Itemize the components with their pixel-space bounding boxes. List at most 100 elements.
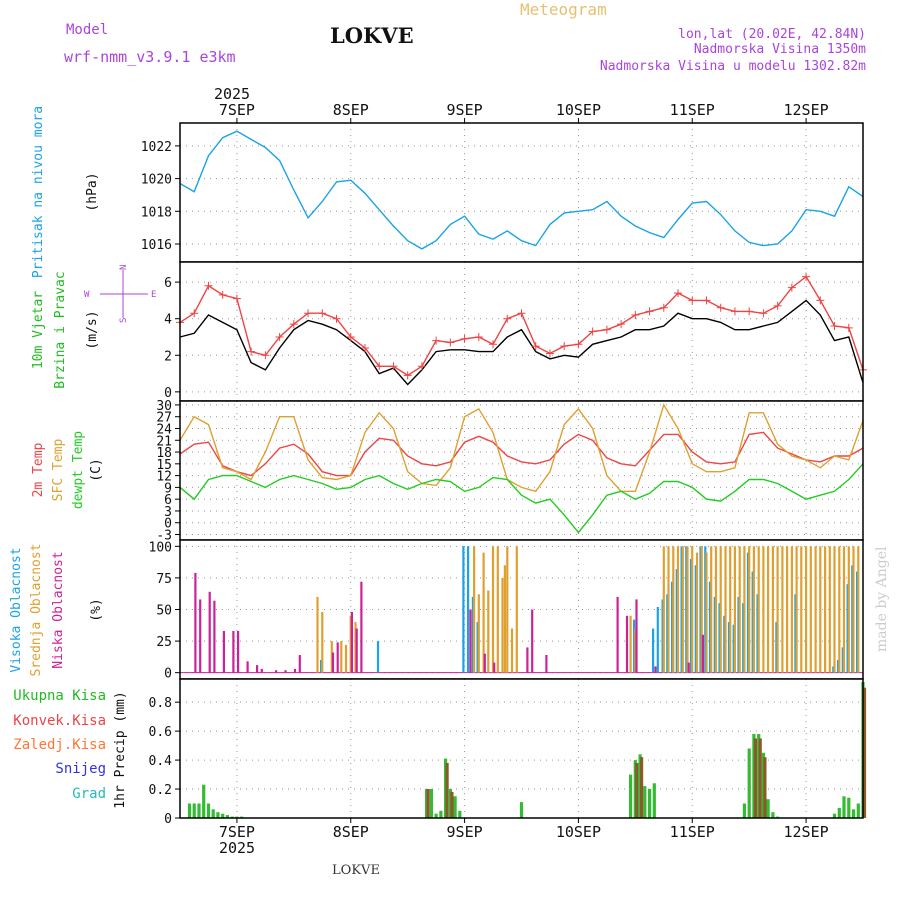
precip-ytick-label: 0.2: [149, 783, 172, 798]
precip-bar-ukupna-kisa: [652, 783, 656, 819]
clouds-bar-visoka-oblacnost: [727, 622, 731, 673]
clouds-bar-srednja-oblacnost: [847, 546, 850, 673]
precip-bar-ukupna-kisa: [439, 810, 443, 818]
wind-ylabel-1: 10m Vjetar: [31, 291, 46, 369]
top-year-label: 2025: [214, 85, 250, 103]
clouds-bar-srednja-oblacnost: [757, 546, 760, 673]
wind-gust-marker: [503, 314, 512, 323]
precip-ytick-label: 0.4: [149, 754, 173, 769]
clouds-bar-visoka-oblacnost: [704, 546, 707, 673]
cloud-ylabel-1: Visoka Oblacnost: [9, 547, 24, 672]
clouds-bar-srednja-oblacnost: [473, 546, 476, 673]
plot-layer: 10161018102010220246-3036912151821242730…: [141, 101, 867, 841]
precip-legend-hail: Grad: [72, 786, 106, 802]
precip-bar-ukupna-kisa: [766, 799, 770, 818]
wind-gust-marker: [232, 294, 241, 303]
temp-ylabel-1: 2m Temp: [31, 442, 46, 497]
wind-gust-marker: [844, 323, 853, 332]
wind-gust-marker: [204, 281, 213, 290]
pressure-ytick-label: 1022: [141, 140, 172, 155]
precip-bar-ukupna-kisa: [856, 803, 860, 818]
clouds-bar-visoka-oblacnost: [656, 607, 659, 673]
clouds-bar-srednja-oblacnost: [686, 546, 689, 673]
model-name: wrf-nmm_v3.9.1 e3km: [64, 48, 236, 66]
altitude-label: Nadmorska Visina 1350m: [694, 42, 866, 57]
clouds-bar-srednja-oblacnost: [510, 628, 514, 673]
temp-unit: (C): [89, 458, 104, 481]
pressure-line-pritisak: [179, 130, 864, 250]
clouds-bar-srednja-oblacnost: [330, 641, 333, 673]
wind-gust-marker: [531, 342, 540, 351]
clouds-bar-visoka-oblacnost: [837, 660, 840, 673]
model-altitude-label: Nadmorska Visina u modelu 1302.82m: [600, 59, 866, 74]
wind-gust-marker: [674, 289, 683, 298]
clouds-bar-visoka-oblacnost: [794, 594, 797, 673]
clouds-bar-srednja-oblacnost: [714, 546, 718, 673]
pressure-ytick-label: 1016: [141, 238, 172, 253]
clouds-bar-srednja-oblacnost: [790, 546, 793, 673]
bottom-day-label: 8SEP: [333, 823, 369, 841]
clouds-bar-srednja-oblacnost: [662, 546, 665, 673]
footer-station: LOKVE: [332, 863, 380, 878]
precip-bar-ukupna-kisa: [216, 812, 220, 818]
clouds-ytick-label: 0: [164, 667, 172, 682]
wind-gust-marker: [617, 320, 626, 329]
clouds-bar-niska-oblacnost: [208, 591, 211, 673]
clouds-bar-visoka-oblacnost: [751, 571, 754, 673]
wind-panel-bg: [180, 262, 863, 401]
clouds-bar-visoka-oblacnost: [723, 615, 726, 673]
precip-bar-ukupna-kisa: [851, 809, 856, 818]
compass-w: W: [84, 290, 90, 300]
clouds-bar-srednja-oblacnost: [340, 641, 343, 673]
clouds-bar-visoka-oblacnost: [742, 603, 745, 673]
precip-bar-ukupna-kisa: [771, 812, 775, 818]
temp-ylabel-3: dewpt Temp: [71, 431, 86, 509]
wind-gust-marker: [360, 343, 369, 352]
meteogram-title: Meteogram: [520, 0, 607, 19]
clouds-bar-niska-oblacnost: [194, 572, 197, 673]
wind-gust-marker: [545, 349, 554, 358]
clouds-bar-srednja-oblacnost: [738, 546, 741, 673]
clouds-bar-srednja-oblacnost: [691, 546, 694, 673]
lonlat-label: lon,lat (20.02E, 42.84N): [678, 27, 866, 42]
clouds-bar-srednja-oblacnost: [501, 577, 504, 673]
wind-gust-marker: [631, 311, 640, 320]
precip-bar-konvek-kisa: [640, 757, 644, 818]
clouds-bar-visoka-oblacnost: [671, 581, 674, 673]
clouds-bar-srednja-oblacnost: [781, 546, 784, 673]
precip-bar-ukupna-kisa: [206, 803, 211, 818]
wind-gust-marker: [588, 327, 597, 336]
wind-gust-marker: [190, 309, 199, 318]
clouds-bar-srednja-oblacnost: [833, 546, 836, 673]
wind-gust-marker: [489, 340, 498, 349]
precip-legend-strat: Zaledj.Kisa: [13, 737, 106, 753]
wind-gust-marker: [389, 362, 398, 371]
temperature-ytick-label: 6: [164, 493, 172, 508]
wind-gust-marker: [688, 296, 697, 305]
clouds-bar-niska-oblacnost: [360, 581, 363, 673]
clouds-bar-srednja-oblacnost: [771, 546, 774, 673]
wind-gust-marker: [517, 309, 526, 318]
clouds-bar-visoka-oblacnost: [467, 546, 470, 673]
clouds-bar-niska-oblacnost: [469, 609, 472, 673]
clouds-bar-visoka-oblacnost: [746, 552, 750, 673]
temperature-ytick-label: 24: [156, 422, 172, 437]
wind-gust-marker: [759, 309, 768, 318]
precip-bar-ukupna-kisa: [453, 796, 457, 818]
top-day-label: 10SEP: [556, 101, 601, 119]
clouds-bar-srednja-oblacnost: [634, 628, 637, 673]
precip-bar-konvek-kisa: [450, 791, 454, 818]
wind-gust-marker: [218, 290, 227, 299]
clouds-bar-niska-oblacnost: [616, 596, 619, 673]
bottom-year-label: 2025: [219, 839, 255, 857]
wind-gust-marker: [460, 334, 469, 343]
cloud-unit: (%): [89, 598, 104, 621]
clouds-bar-niska-oblacnost: [199, 599, 202, 673]
clouds-bar-niska-oblacnost: [232, 631, 235, 673]
clouds-bar-srednja-oblacnost: [814, 546, 817, 673]
wind-gust-marker: [602, 325, 611, 334]
clouds-bar-niska-oblacnost: [350, 612, 353, 673]
clouds-bar-visoka-oblacnost: [699, 546, 702, 673]
clouds-bar-niska-oblacnost: [260, 668, 263, 673]
precip-bar-ukupna-kisa: [837, 807, 841, 818]
